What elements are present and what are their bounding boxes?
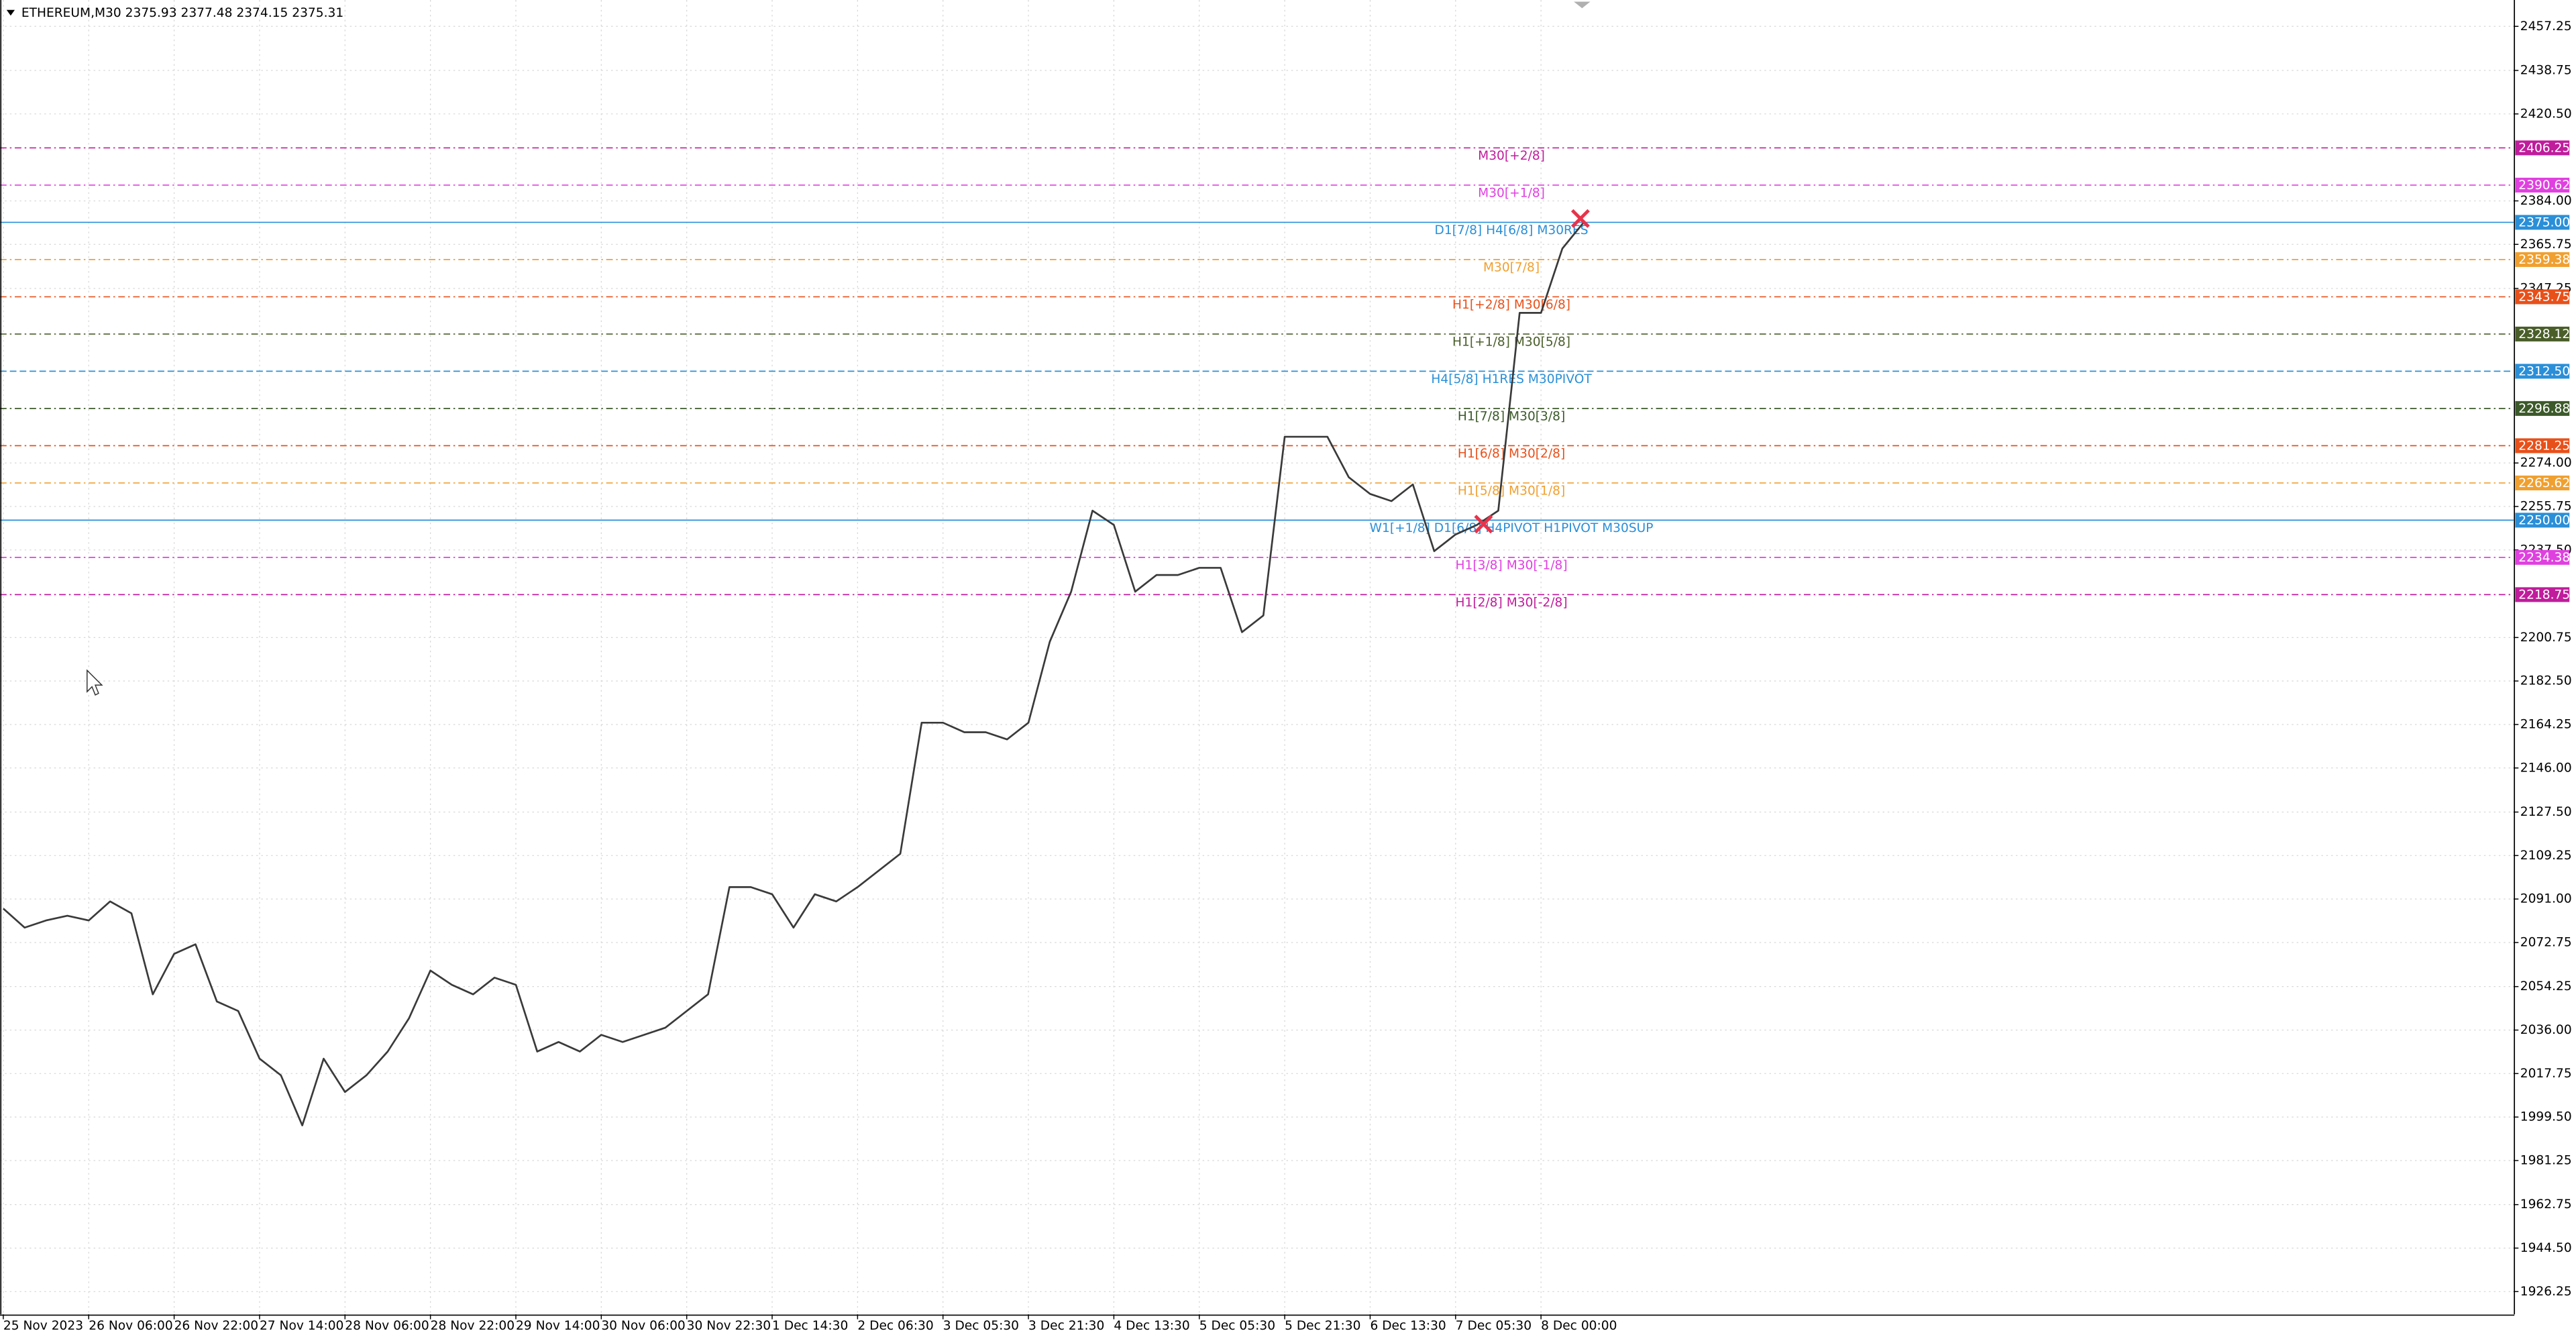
trade-mark [1474, 515, 1493, 534]
price-tag [2515, 140, 2570, 156]
price-tag-label: 2296.88 [2518, 402, 2570, 416]
level-label: H1[2/8] M30[-2/8] [1455, 596, 1567, 610]
y-tick-label: 1926.25 [2520, 1285, 2572, 1299]
price-line [3, 221, 1585, 1126]
shift-marker [1574, 1, 1591, 9]
price-tag-label: 2218.75 [2518, 588, 2570, 602]
x-tick-label: 8 Dec 00:00 [1541, 1319, 1617, 1333]
grid [0, 0, 2514, 1315]
y-tick-label: 2457.25 [2520, 19, 2572, 34]
x-tick-label: 3 Dec 05:30 [943, 1319, 1019, 1333]
price-tag-label: 2359.38 [2518, 253, 2570, 267]
level-label: H1[5/8] M30[1/8] [1458, 484, 1565, 498]
mouse-cursor [87, 669, 103, 696]
y-tick-label: 2146.00 [2520, 761, 2572, 775]
level-label: H1[+2/8] M30[6/8] [1452, 298, 1570, 312]
y-tick-label: 2164.25 [2520, 717, 2572, 731]
price-tag [2515, 289, 2570, 305]
x-tick-label: 1 Dec 14:30 [772, 1319, 848, 1333]
y-tick-label: 2438.75 [2520, 63, 2572, 77]
y-tick-label: 2072.75 [2520, 935, 2572, 949]
x-tick-label: 2 Dec 06:30 [857, 1319, 933, 1333]
y-tick-label: 2365.75 [2520, 237, 2572, 252]
x-tick-label: 30 Nov 06:00 [601, 1319, 685, 1333]
price-tag-label: 2281.25 [2518, 439, 2570, 453]
price-tag [2515, 400, 2570, 416]
price-tag [2515, 549, 2570, 565]
y-tick-label: 2036.00 [2520, 1023, 2572, 1037]
x-tick-label: 5 Dec 21:30 [1285, 1319, 1360, 1333]
y-tick-label: 2384.00 [2520, 194, 2572, 208]
price-tag [2515, 215, 2570, 230]
y-tick-label: 2182.50 [2520, 674, 2572, 688]
x-tick-label: 29 Nov 14:00 [516, 1319, 600, 1333]
level-label: H1[3/8] M30[-1/8] [1455, 559, 1567, 573]
x-tick-label: 30 Nov 22:30 [687, 1319, 771, 1333]
series [3, 221, 1585, 1126]
x-tick-label: 26 Nov 22:00 [174, 1319, 258, 1333]
chart-title: ETHEREUM,M30 2375.93 2377.48 2374.15 237… [21, 6, 343, 20]
y-tick-label: 2200.75 [2520, 631, 2572, 645]
level-label: M30[+2/8] [1478, 149, 1545, 163]
y-tick-label: 1999.50 [2520, 1110, 2572, 1124]
x-tick-label: 27 Nov 14:00 [260, 1319, 343, 1333]
price-tag [2515, 364, 2570, 379]
price-tag-label: 2265.62 [2518, 476, 2570, 490]
y-tick-label: 1962.75 [2520, 1197, 2572, 1212]
y-tick-label: 2017.75 [2520, 1067, 2572, 1081]
price-tag-label: 2234.38 [2518, 551, 2570, 565]
x-tick-label: 6 Dec 13:30 [1370, 1319, 1446, 1333]
y-tick-label: 2054.25 [2520, 979, 2572, 994]
price-tag [2515, 438, 2570, 453]
price-tag [2515, 177, 2570, 193]
x-tick-label: 7 Dec 05:30 [1456, 1319, 1532, 1333]
x-tick-label: 28 Nov 22:00 [431, 1319, 515, 1333]
level-label: H1[+1/8] M30[5/8] [1452, 335, 1570, 350]
y-tick-label: 2091.00 [2520, 892, 2572, 906]
level-label: M30[7/8] [1483, 261, 1540, 275]
y-tick-label: 2255.75 [2520, 499, 2572, 513]
levels: M30[+2/8] M30[+1/8] D1[7/8] H4[6/8] M30RES… [0, 147, 2514, 610]
y-tick-label: 2109.25 [2520, 849, 2572, 863]
x-tick-label: 3 Dec 21:30 [1028, 1319, 1104, 1333]
x-tick-label: 26 Nov 06:00 [89, 1319, 172, 1333]
price-tag-label: 2343.75 [2518, 290, 2570, 305]
x-tick-label: 5 Dec 05:30 [1199, 1319, 1275, 1333]
trade-mark [1570, 209, 1590, 228]
price-tag-label: 2390.62 [2518, 178, 2570, 193]
y-tick-label: 1944.50 [2520, 1241, 2572, 1255]
y-tick-label: 2420.50 [2520, 107, 2572, 121]
y-tick-label: 1981.25 [2520, 1153, 2572, 1167]
y-tick-label: 2127.50 [2520, 805, 2572, 819]
price-tag [2515, 252, 2570, 267]
level-label: H1[6/8] M30[2/8] [1458, 447, 1565, 461]
price-tag [2515, 326, 2570, 341]
x-tick-label: 28 Nov 06:00 [345, 1319, 429, 1333]
price-tag-label: 2328.12 [2518, 327, 2570, 341]
price-tag [2515, 475, 2570, 490]
price-tag [2515, 587, 2570, 602]
menu-arrow[interactable] [6, 9, 15, 16]
level-label: M30[+1/8] [1478, 186, 1545, 201]
price-tag-label: 2375.00 [2518, 216, 2570, 230]
price-tag-label: 2250.00 [2518, 514, 2570, 528]
x-tick-label: 25 Nov 2023 [3, 1319, 83, 1333]
x-tick-label: 4 Dec 13:30 [1114, 1319, 1189, 1333]
axes: 2457.252438.752420.502384.002365.752347.… [3, 19, 2572, 1333]
level-label: H1[7/8] M30[3/8] [1458, 410, 1565, 424]
y-tick-label: 2274.00 [2520, 456, 2572, 470]
price-tag-label: 2406.25 [2518, 142, 2570, 156]
price-tag-label: 2312.50 [2518, 365, 2570, 379]
level-label: D1[7/8] H4[6/8] M30RES [1435, 223, 1589, 237]
level-label: W1[+1/8] D1[6/8] H4PIVOT H1PIVOT M30SUP [1370, 521, 1654, 535]
price-tag [2515, 513, 2570, 528]
